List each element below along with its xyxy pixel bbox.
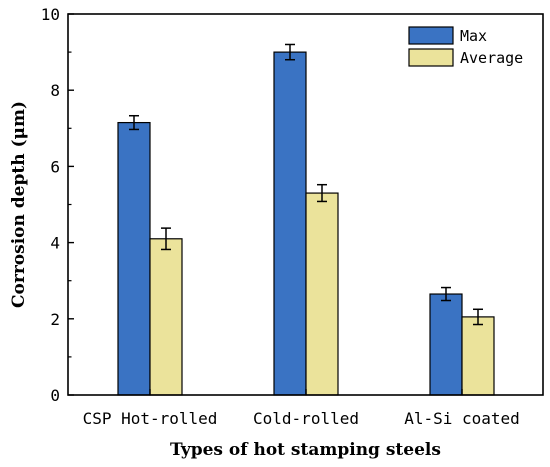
y-tick-label: 10 bbox=[41, 5, 60, 24]
error-bars-layer bbox=[129, 43, 483, 326]
error-bar-average-0 bbox=[161, 227, 171, 251]
bar-max-2 bbox=[429, 293, 463, 396]
bar-average-2 bbox=[461, 316, 495, 396]
y-tick-label: 4 bbox=[50, 234, 60, 253]
y-tick-label: 6 bbox=[50, 157, 60, 176]
error-bar-average-2 bbox=[473, 308, 483, 326]
x-axis-categories: CSP Hot-rolled Cold-rolled Al-Si coated bbox=[83, 389, 520, 428]
error-bar-average-1 bbox=[317, 183, 327, 203]
legend-label: Max bbox=[460, 27, 487, 45]
y-axis-title: Corrosion depth (μm) bbox=[9, 101, 29, 308]
category-label: CSP Hot-rolled bbox=[83, 409, 218, 428]
legend: Max Average bbox=[408, 26, 523, 67]
legend-swatch bbox=[408, 26, 454, 45]
legend-swatch bbox=[408, 48, 454, 67]
error-bar-max-0 bbox=[129, 114, 139, 131]
category-label: Cold-rolled bbox=[253, 409, 359, 428]
y-axis-ticks: 0 2 4 6 8 10 bbox=[41, 5, 74, 405]
bar-average-1 bbox=[305, 192, 339, 396]
legend-item-max: Max bbox=[408, 26, 487, 45]
bar-max-1 bbox=[273, 51, 307, 396]
bars-layer bbox=[117, 51, 495, 396]
category-label: Al-Si coated bbox=[404, 409, 520, 428]
bar-average-0 bbox=[149, 238, 183, 396]
x-axis-title: Types of hot stamping steels bbox=[170, 440, 441, 460]
legend-label: Average bbox=[460, 49, 523, 67]
y-tick-label: 0 bbox=[50, 386, 60, 405]
y-tick-label: 2 bbox=[50, 310, 60, 329]
bar-max-0 bbox=[117, 121, 151, 396]
error-bar-max-2 bbox=[441, 286, 451, 302]
y-tick-label: 8 bbox=[50, 81, 60, 100]
error-bar-max-1 bbox=[285, 43, 295, 61]
legend-item-average: Average bbox=[408, 48, 523, 67]
